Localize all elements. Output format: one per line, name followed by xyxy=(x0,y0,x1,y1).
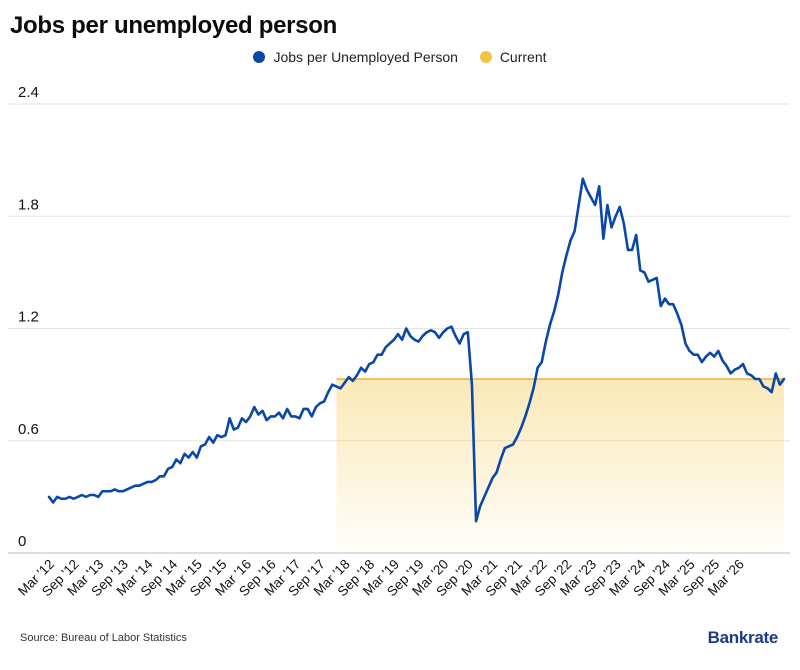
current-band xyxy=(336,378,784,553)
series-layer xyxy=(47,177,786,523)
brand-logo: Bankrate xyxy=(707,628,779,647)
legend-item-jobs: Jobs per Unemployed Person xyxy=(253,49,458,65)
series-line-jobs xyxy=(47,177,786,523)
y-tick-label: 0.6 xyxy=(18,421,39,438)
y-tick-label: 2.4 xyxy=(18,84,39,101)
current-area xyxy=(336,379,784,553)
y-axis: 0 0.6 1.2 1.8 2.4 xyxy=(18,84,39,550)
legend-label-current: Current xyxy=(499,49,547,65)
y-tick-label: 0 xyxy=(18,533,26,550)
y-tick-label: 1.2 xyxy=(18,309,39,326)
legend-dot-current xyxy=(479,51,492,63)
legend-item-current: Current xyxy=(479,49,547,65)
y-tick-label: 1.8 xyxy=(18,196,39,213)
legend-dot-jobs xyxy=(253,51,266,63)
chart-title: Jobs per unemployed person xyxy=(10,12,337,39)
legend: Jobs per Unemployed Person Current xyxy=(0,49,800,66)
legend-label-jobs: Jobs per Unemployed Person xyxy=(273,49,458,65)
source-note: Source: Bureau of Labor Statistics xyxy=(20,632,187,644)
